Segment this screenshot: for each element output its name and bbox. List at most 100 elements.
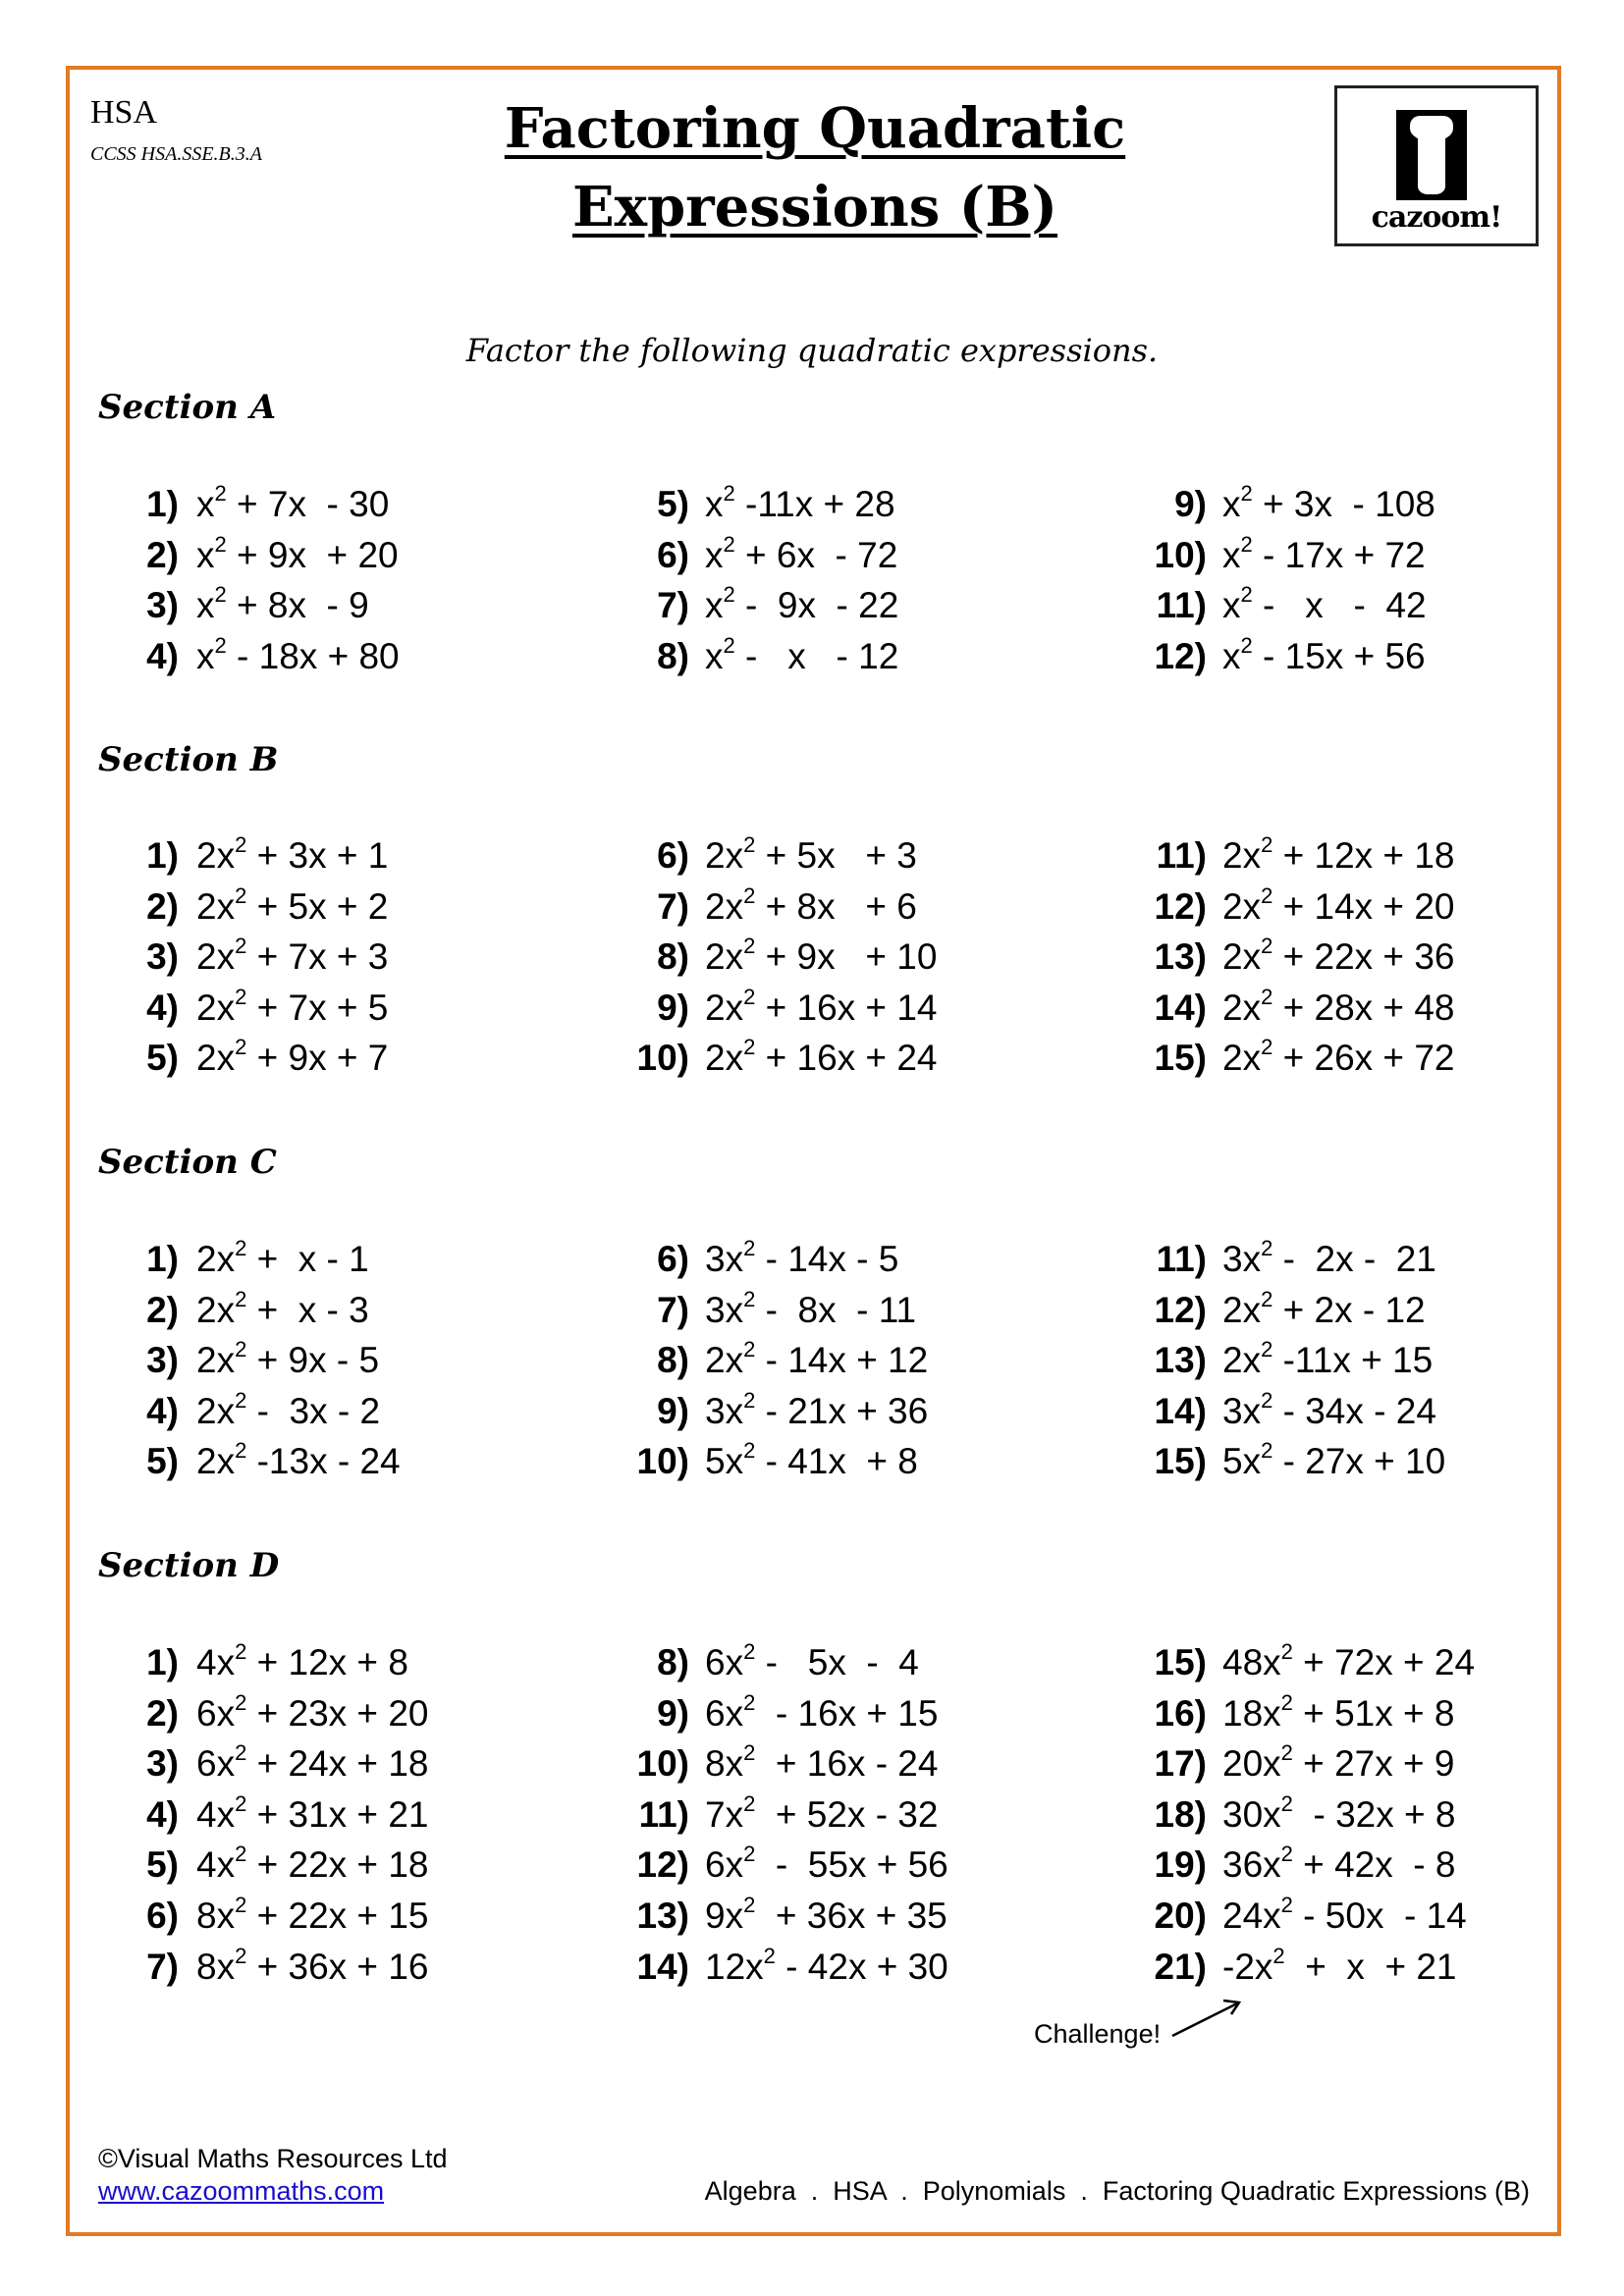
problem-expression: 2x2 + 2x - 12	[1222, 1287, 1426, 1331]
exponent: 2	[743, 1438, 756, 1464]
expr-rest: + 5x + 3	[755, 835, 917, 876]
expr-lead: 24x	[1222, 1896, 1281, 1936]
expr-rest: + 28x + 48	[1272, 987, 1455, 1028]
problem-expression: 2x2 + 16x + 14	[705, 985, 938, 1029]
problem-number: 20)	[1154, 1896, 1207, 1936]
expr-rest: - 42x + 30	[775, 1946, 948, 1987]
exponent: 2	[743, 1893, 756, 1917]
exponent: 2	[1240, 481, 1253, 506]
problem-expression: 2x2 - 3x - 2	[196, 1388, 380, 1432]
expr-rest: + 7x + 5	[246, 987, 389, 1028]
page-title-line2: Expressions (B)	[571, 175, 1058, 240]
expr-lead: 8x	[196, 1946, 236, 1987]
problem-expression: x2 + 6x - 72	[705, 531, 898, 576]
problem-expression: 2x2 + 9x - 5	[196, 1337, 379, 1381]
problem-number: 6)	[657, 534, 689, 575]
expr-lead: 2x	[196, 1289, 236, 1330]
exponent: 2	[743, 1337, 756, 1362]
problem-expression: 48x2 + 72x + 24	[1222, 1639, 1476, 1683]
exponent: 2	[743, 1035, 756, 1060]
problem-number: 7)	[146, 1946, 179, 1987]
exponent: 2	[743, 934, 756, 959]
problem-expression: 2x2 + 9x + 7	[196, 1035, 388, 1079]
expr-lead: 7x	[705, 1793, 744, 1835]
expr-rest: + 72x + 24	[1292, 1642, 1476, 1682]
problem-number: 1)	[146, 484, 179, 524]
problem-expression: 3x2 - 14x - 5	[705, 1236, 898, 1280]
problem-expression: 2x2 + 14x + 20	[1222, 883, 1455, 928]
problem-expression: 8x2 + 22x + 15	[196, 1893, 428, 1937]
problem-expression: 18x2 + 51x + 8	[1222, 1690, 1455, 1735]
expr-lead: 2x	[705, 1340, 744, 1381]
problem-number: 14)	[636, 1946, 689, 1987]
expr-rest: + 3x - 108	[1252, 484, 1435, 524]
exponent: 2	[235, 984, 247, 1009]
expr-lead: 6x	[196, 1743, 236, 1785]
expr-lead: x	[1222, 484, 1241, 524]
expr-rest: + 42x - 8	[1292, 1844, 1456, 1886]
problem-number: 6)	[146, 1896, 179, 1936]
exponent: 2	[235, 1337, 247, 1362]
expr-rest: -11x + 28	[734, 484, 895, 524]
problem-expression: 6x2 - 5x - 4	[705, 1639, 919, 1683]
expr-rest: + 51x + 8	[1292, 1692, 1455, 1734]
problem-number: 17)	[1154, 1743, 1207, 1785]
problem-number: 11)	[638, 1793, 689, 1835]
problem-number: 4)	[146, 987, 179, 1028]
expr-lead: 3x	[1222, 1239, 1262, 1279]
problem-number: 4)	[146, 1390, 179, 1431]
expr-rest: + 27x + 9	[1292, 1743, 1455, 1785]
problem-number: 10)	[636, 1038, 689, 1079]
problem-expression: x2 + 8x - 9	[196, 582, 369, 626]
problem-expression: 3x2 - 21x + 36	[705, 1388, 928, 1432]
problem-expression: 2x2 + 26x + 72	[1222, 1035, 1454, 1079]
problem-expression: 5x2 - 27x + 10	[1222, 1438, 1445, 1482]
problem-expression: x2 - 18x + 80	[196, 633, 400, 677]
arrow-icon	[1171, 1999, 1242, 2038]
exponent: 2	[1280, 1740, 1293, 1766]
expr-rest: - 17x + 72	[1252, 534, 1426, 575]
problem-expression: x2 - 15x + 56	[1222, 633, 1426, 677]
problem-number: 10)	[636, 1743, 689, 1785]
exponent: 2	[763, 1943, 776, 1968]
section-heading: Section D	[98, 1546, 280, 1585]
challenge-label: Challenge!	[1034, 2019, 1162, 2049]
expr-lead: 2x	[196, 1390, 236, 1431]
problem-expression: 2x2 - 14x + 12	[705, 1337, 928, 1381]
expr-rest: + 7x + 3	[246, 936, 389, 978]
exponent: 2	[235, 1639, 247, 1664]
problem-expression: 2x2 + x - 3	[196, 1287, 369, 1331]
expr-rest: - 15x + 56	[1252, 635, 1426, 676]
problem-expression: 30x2 - 32x + 8	[1222, 1791, 1455, 1836]
expr-rest: - x - 12	[734, 635, 899, 676]
expr-rest: -11x + 15	[1272, 1340, 1434, 1381]
problem-number: 8)	[657, 1642, 689, 1682]
problem-expression: 2x2 -13x - 24	[196, 1438, 401, 1482]
expr-rest: + 23x + 20	[246, 1692, 429, 1734]
expr-lead: x	[705, 534, 724, 575]
problem-expression: 8x2 + 36x + 16	[196, 1943, 428, 1988]
expr-rest: + 8x - 9	[226, 585, 369, 626]
expr-rest: + 16x + 14	[755, 987, 938, 1028]
exponent: 2	[743, 882, 756, 908]
expr-lead: 2x	[196, 936, 236, 978]
exponent: 2	[1261, 1387, 1273, 1413]
expr-rest: + 14x + 20	[1272, 885, 1455, 927]
expr-rest: - 55x + 56	[755, 1844, 948, 1886]
website-link[interactable]: www.cazoommaths.com	[98, 2176, 385, 2206]
expr-lead: 2x	[1222, 987, 1262, 1028]
exponent: 2	[1261, 1236, 1273, 1260]
page-title-line1: Factoring Quadratic	[504, 96, 1126, 161]
exponent: 2	[723, 531, 735, 557]
exponent: 2	[743, 1740, 756, 1766]
exponent: 2	[235, 1943, 247, 1968]
problem-expression: 9x2 + 36x + 35	[705, 1893, 947, 1937]
expr-lead: 2x	[1222, 1340, 1262, 1381]
expr-lead: 2x	[705, 987, 744, 1028]
problem-number: 1)	[146, 835, 179, 876]
problem-expression: 2x2 + 16x + 24	[705, 1035, 937, 1079]
problem-expression: 2x2 + 12x + 18	[1222, 832, 1455, 877]
expr-rest: + 12x + 18	[1272, 835, 1455, 876]
problem-expression: 2x2 + 8x + 6	[705, 882, 917, 928]
expr-rest: + 6x - 72	[734, 534, 898, 575]
